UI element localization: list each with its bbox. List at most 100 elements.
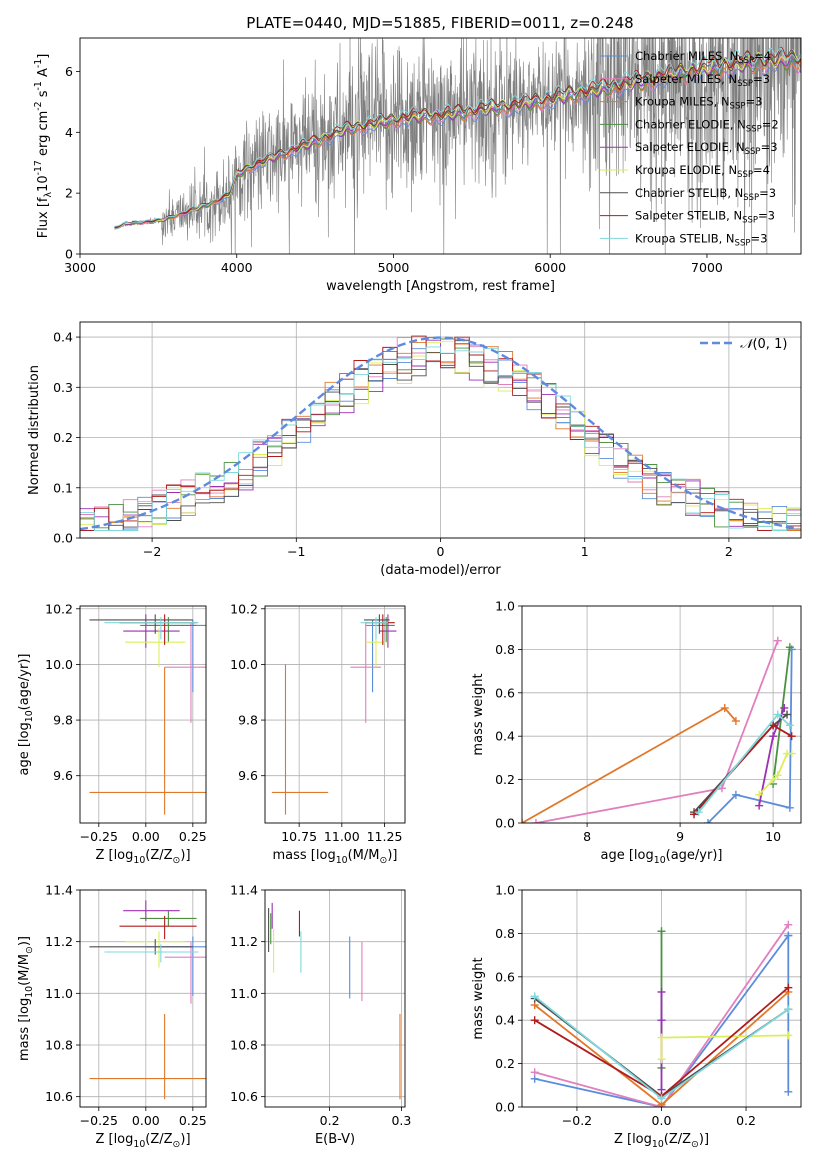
y-tick-label: 0.8 bbox=[495, 642, 515, 657]
normal-distribution-curve bbox=[80, 336, 799, 531]
weight-marker-chabrier-miles bbox=[784, 1087, 793, 1096]
y-tick-label: 9.6 bbox=[53, 768, 73, 783]
weight-marker-kroupa-elodie bbox=[657, 1055, 666, 1064]
errorbar-salpeter-miles bbox=[164, 622, 206, 723]
legend-label-kroupa-elodie: Kroupa ELODIE, NSSP=4 bbox=[635, 163, 770, 180]
legend-label-salpeter-elodie: Salpeter ELODIE, NSSP=3 bbox=[635, 140, 778, 157]
x-tick-label: 0.2 bbox=[736, 1113, 756, 1128]
errorbar-salpeter-stelib bbox=[119, 915, 197, 940]
y-tick-label: 0.8 bbox=[495, 926, 515, 941]
x-axis-label: mass [log10​(M/M⊙​)] bbox=[273, 848, 398, 866]
weight-marker-salpeter-miles bbox=[530, 1068, 539, 1077]
weight-marker-kroupa-stelib bbox=[530, 992, 539, 1001]
weight-line-chabrier-miles bbox=[707, 649, 793, 823]
errorbar-chabrier-elodie bbox=[377, 617, 395, 643]
x-axis-label: Z [log10​(Z/Z⊙​)] bbox=[95, 1132, 190, 1150]
errorbar-salpeter-stelib bbox=[119, 614, 197, 645]
histogram-kroupa-elodie bbox=[80, 340, 801, 531]
x-axis-label: (data-model)/error bbox=[380, 563, 501, 578]
y-tick-label: 11.0 bbox=[230, 986, 258, 1001]
weight-marker-chabrier-elodie bbox=[785, 643, 794, 652]
mass-weight-vs-metallicity-panel: −0.2 0.0 0.2 0.0 0.2 0.4 0.6 0.8 1.0 Z [log10​(Z/… bbox=[471, 883, 802, 1150]
y-tick-label: 0.0 bbox=[53, 531, 73, 546]
x-tick-label: −1 bbox=[287, 544, 305, 559]
legend-label-salpeter-miles: Salpeter MILES, NSSP=3 bbox=[635, 72, 770, 89]
x-tick-label: −0.25 bbox=[80, 829, 118, 844]
histogram-salpeter-elodie bbox=[80, 339, 801, 531]
errorbar-kroupa-miles bbox=[271, 664, 329, 815]
y-tick-label: 6 bbox=[65, 64, 73, 79]
y-tick-label: 0.0 bbox=[495, 1100, 515, 1115]
x-tick-label: −0.25 bbox=[80, 1113, 118, 1128]
x-tick-label: 0.2 bbox=[320, 1113, 340, 1128]
y-tick-label: 0.2 bbox=[495, 1056, 515, 1071]
legend-label-salpeter-stelib: Salpeter STELIB, NSSP=3 bbox=[635, 209, 775, 226]
weight-marker-kroupa-elodie bbox=[784, 1031, 793, 1040]
y-tick-label: 10.6 bbox=[45, 1089, 73, 1104]
x-axis-label: E(B-V) bbox=[315, 1132, 355, 1147]
legend-label-kroupa-miles: Kroupa MILES, NSSP=3 bbox=[635, 95, 762, 112]
x-tick-label: 0.00 bbox=[132, 1113, 160, 1128]
weight-marker-salpeter-stelib bbox=[530, 1016, 539, 1025]
age-vs-mass-panel-marks bbox=[271, 614, 397, 815]
errorbar-salpeter-miles bbox=[164, 941, 206, 1004]
legend-label-chabrier-miles: Chabrier MILES, NSSP=4 bbox=[635, 49, 771, 66]
y-tick-label: 11.2 bbox=[45, 934, 73, 949]
legend-label-chabrier-elodie: Chabrier ELODIE, NSSP=2 bbox=[635, 117, 779, 134]
x-axis-label: age [log10​(age/yr)] bbox=[601, 848, 723, 866]
y-axis-label: mass weight bbox=[471, 957, 486, 1039]
legend-label-kroupa-stelib: Kroupa STELIB, NSSP=3 bbox=[635, 231, 767, 248]
y-axis-label: Normed distribution bbox=[27, 365, 42, 495]
legend-label-normal: 𝒩(0, 1) bbox=[740, 337, 787, 352]
y-axis-label: age [log10​(age/yr)] bbox=[17, 654, 35, 776]
y-tick-label: 9.6 bbox=[238, 768, 258, 783]
y-tick-label: 11.2 bbox=[230, 934, 258, 949]
weight-marker-salpeter-stelib bbox=[769, 721, 778, 730]
y-axis-label: Flux [fλ​10-17​ erg cm-2​ s-1​ A-1​] bbox=[33, 54, 54, 239]
mass-weight-vs-age-panel-marks bbox=[522, 636, 796, 823]
weight-marker-kroupa-stelib bbox=[784, 1005, 793, 1014]
weight-marker-kroupa-elodie bbox=[773, 771, 782, 780]
weight-marker-salpeter-stelib bbox=[784, 983, 793, 992]
mass-weight-vs-age-panel: 8 9 10 0.0 0.2 0.4 0.6 0.8 1.0 age [log10​(age/yr… bbox=[471, 599, 802, 866]
errorbar-salpeter-stelib bbox=[365, 614, 395, 645]
y-tick-label: 2 bbox=[65, 186, 73, 201]
x-tick-label: 10.75 bbox=[281, 829, 317, 844]
y-tick-label: 11.4 bbox=[230, 883, 258, 898]
x-tick-label: 0.25 bbox=[179, 829, 207, 844]
legend-label-chabrier-stelib: Chabrier STELIB, NSSP=3 bbox=[635, 186, 776, 203]
y-tick-label: 10.2 bbox=[45, 601, 73, 616]
weight-marker-chabrier-stelib bbox=[783, 710, 792, 719]
age-vs-mass-panel: 10.75 11.00 11.25 9.6 9.8 10.0 10.2 mass [log10… bbox=[230, 601, 406, 866]
errorbar-kroupa-miles bbox=[89, 667, 206, 815]
weight-marker-salpeter-miles bbox=[784, 920, 793, 929]
x-tick-label: 0.3 bbox=[391, 1113, 411, 1128]
weight-marker-kroupa-miles bbox=[731, 717, 740, 726]
x-tick-label: 8 bbox=[583, 829, 591, 844]
model-spectrum-kroupa-stelib bbox=[114, 47, 801, 227]
age-vs-metallicity-panel: −0.25 0.00 0.25 9.6 9.8 10.0 10.2 Z [log10​(Z/Z… bbox=[17, 601, 207, 866]
errorbar-salpeter-elodie bbox=[379, 614, 397, 648]
y-tick-label: 1.0 bbox=[495, 599, 515, 614]
y-tick-label: 0.2 bbox=[495, 772, 515, 787]
errorbar-kroupa-stelib bbox=[104, 617, 199, 640]
weight-marker-salpeter-miles bbox=[717, 784, 726, 793]
mass-vs-metallicity-panel-marks bbox=[89, 900, 206, 1100]
x-tick-label: −0.2 bbox=[562, 1113, 592, 1128]
residual-histogram-panel: −2 −1 0 1 2 0.0 0.1 0.2 0.3 0.4 (data-model)/error… bbox=[27, 321, 802, 578]
residual-histogram-panel-marks bbox=[80, 335, 801, 531]
weight-marker-chabrier-miles bbox=[784, 931, 793, 940]
y-tick-label: 0.1 bbox=[53, 480, 73, 495]
weight-marker-salpeter-elodie bbox=[657, 987, 666, 996]
age-vs-metallicity-panel-marks bbox=[89, 614, 206, 815]
histogram-legend: 𝒩(0, 1) bbox=[700, 337, 787, 352]
errorbar-kroupa-miles bbox=[89, 1014, 206, 1100]
spectrum-panel: 3000 4000 5000 6000 7000 0 2 4 6 wavelength [Angs… bbox=[33, 37, 802, 294]
y-axis-label: mass weight bbox=[471, 673, 486, 755]
y-tick-label: 10.8 bbox=[45, 1038, 73, 1053]
figure-title: PLATE=0440, MJD=51885, FIBERID=0011, z=0… bbox=[246, 14, 633, 32]
weight-marker-kroupa-stelib bbox=[657, 1094, 666, 1103]
model-spectrum-kroupa-elodie bbox=[114, 49, 801, 229]
y-tick-label: 10.6 bbox=[230, 1089, 258, 1104]
y-tick-label: 0.2 bbox=[53, 430, 73, 445]
